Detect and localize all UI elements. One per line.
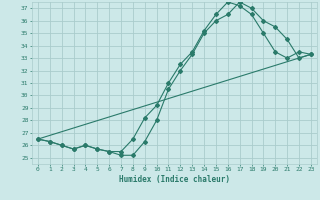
X-axis label: Humidex (Indice chaleur): Humidex (Indice chaleur) (119, 175, 230, 184)
